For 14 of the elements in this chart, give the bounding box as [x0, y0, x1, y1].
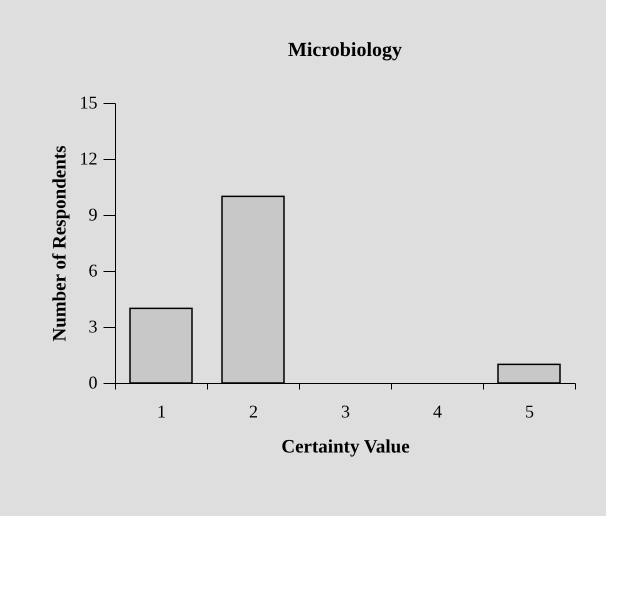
- y-tick-label: 9: [88, 204, 98, 224]
- chart-title: Microbiology: [288, 39, 402, 61]
- y-tick-label: 3: [88, 316, 98, 336]
- y-tick-label: 6: [88, 260, 98, 280]
- x-tick-label: 5: [525, 402, 534, 422]
- y-tick-label: 15: [80, 92, 98, 112]
- y-tick-label: 12: [80, 148, 98, 168]
- x-tick-label: 3: [341, 402, 350, 422]
- x-axis-title: Certainty Value: [281, 436, 410, 458]
- x-tick-label: 1: [157, 402, 166, 422]
- y-axis-title: Number of Respondents: [50, 145, 70, 342]
- y-tick-label: 0: [88, 372, 98, 392]
- x-tick-label: 2: [249, 402, 258, 422]
- x-tick-label: 4: [433, 402, 442, 422]
